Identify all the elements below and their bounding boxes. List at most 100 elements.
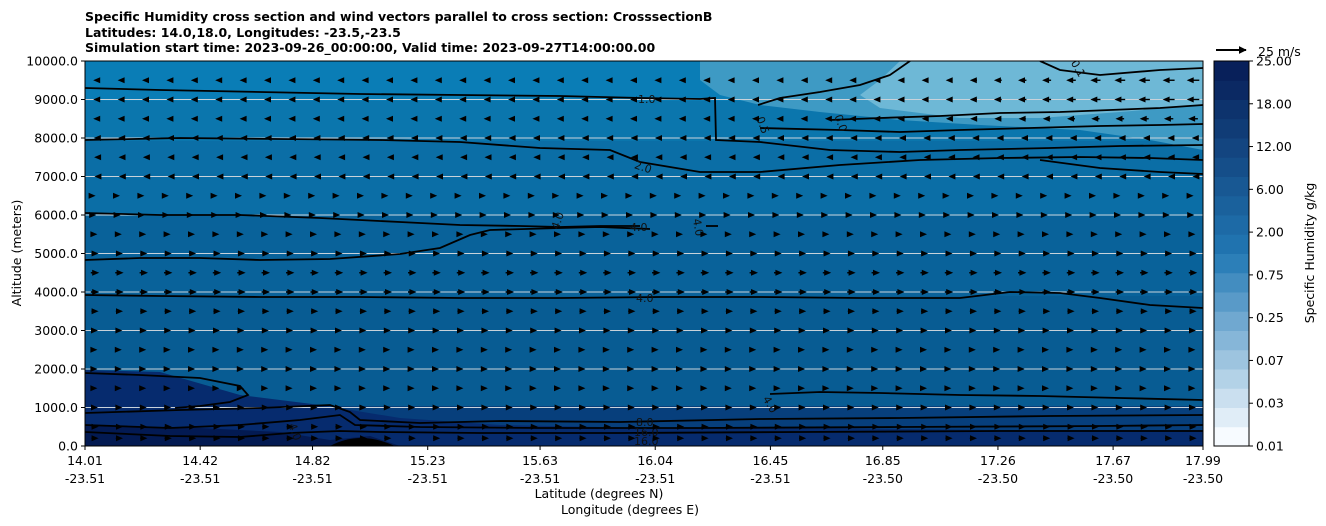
wind-vector	[1137, 192, 1145, 199]
wind-vector	[530, 327, 538, 334]
wind-vector	[602, 346, 610, 353]
wind-vector	[411, 135, 418, 141]
wind-vector	[1165, 250, 1173, 257]
wind-vector	[1090, 96, 1098, 103]
wind-vector	[215, 135, 223, 141]
wind-vector	[578, 231, 586, 238]
wind-vector	[483, 77, 491, 84]
wind-vector	[774, 327, 782, 334]
wind-vector	[655, 173, 663, 180]
wind-vector	[726, 308, 733, 315]
wind-vector	[215, 96, 223, 103]
wind-vector	[897, 269, 905, 276]
wind-vector	[117, 115, 125, 122]
wind-vector	[993, 77, 1001, 84]
wind-vector	[1116, 423, 1124, 430]
wind-vector	[895, 385, 903, 392]
wind-vector	[628, 308, 636, 315]
wind-vector	[460, 173, 468, 180]
wind-vector	[210, 192, 218, 199]
wind-vector	[1190, 289, 1198, 295]
x-tick-label-lon: -23.51	[65, 471, 105, 486]
wind-vector	[213, 423, 221, 430]
wind-vector	[554, 327, 562, 334]
wind-vector	[1043, 269, 1051, 276]
wind-vector	[92, 289, 100, 295]
wind-vector	[238, 423, 245, 430]
wind-vector	[579, 404, 586, 411]
wind-vector	[920, 366, 927, 372]
wind-vector	[630, 154, 638, 161]
wind-vector	[655, 154, 663, 161]
wind-vector	[556, 96, 564, 103]
wind-vector	[627, 327, 635, 334]
wind-vector	[188, 366, 195, 372]
wind-vector	[336, 269, 344, 276]
wind-vector	[750, 423, 758, 430]
wind-vector	[970, 115, 978, 122]
wind-vector	[1143, 135, 1150, 141]
wind-vector	[118, 173, 126, 180]
wind-vector	[1092, 308, 1099, 315]
wind-vector	[726, 269, 734, 276]
wind-vector	[944, 231, 952, 238]
wind-vector	[993, 404, 1001, 411]
wind-vector	[261, 327, 269, 334]
colorbar-tick-label: 0.75	[1256, 267, 1284, 282]
x-axis-label-lon: Longitude (degrees E)	[561, 502, 699, 517]
wind-vector	[456, 385, 464, 392]
wind-vector	[259, 192, 267, 199]
wind-vector	[310, 327, 318, 334]
wind-vector	[1187, 212, 1195, 218]
wind-vector	[1163, 115, 1171, 122]
wind-vector	[606, 173, 614, 180]
wind-vector	[481, 404, 489, 411]
wind-vector	[94, 154, 102, 161]
wind-vector	[945, 250, 953, 257]
wind-vector	[655, 135, 662, 141]
wind-vector	[1143, 154, 1151, 161]
wind-vector	[896, 435, 904, 442]
wind-vector	[578, 346, 586, 353]
wind-vector	[213, 435, 221, 442]
wind-vector	[1042, 115, 1050, 122]
wind-vector	[483, 115, 491, 122]
wind-vector	[943, 212, 951, 218]
wind-vector	[90, 231, 98, 238]
wind-vector	[994, 435, 1002, 442]
wind-vector	[142, 77, 149, 84]
wind-vector	[508, 77, 515, 84]
wind-vector	[335, 404, 342, 411]
wind-vector	[310, 404, 318, 411]
y-tick-label: 5000.0	[34, 246, 78, 261]
wind-vector	[335, 423, 343, 430]
wind-vector	[457, 327, 464, 334]
wind-vector	[260, 212, 267, 218]
wind-vector	[874, 135, 882, 141]
wind-vector	[894, 212, 902, 218]
wind-vector	[749, 366, 757, 372]
wind-vector	[530, 308, 538, 315]
wind-vector	[771, 192, 779, 199]
wind-vector	[944, 346, 952, 353]
wind-vector	[753, 173, 761, 180]
wind-vector	[897, 77, 905, 84]
wind-vector	[1164, 366, 1171, 372]
wind-vector	[679, 154, 687, 161]
wind-vector	[996, 135, 1004, 141]
wind-vector	[897, 96, 905, 103]
wind-vector	[1114, 212, 1121, 218]
wind-vector	[604, 423, 611, 430]
x-tick-label-lon: -23.51	[635, 471, 675, 486]
wind-vector	[263, 289, 270, 295]
wind-vector	[1113, 192, 1121, 199]
wind-vector	[921, 289, 929, 295]
quiver-key-label: 25 m/s	[1258, 44, 1301, 59]
wind-vector	[1192, 154, 1200, 161]
wind-vector	[506, 423, 514, 430]
wind-vector	[896, 327, 904, 334]
wind-vector	[875, 173, 883, 180]
wind-vector	[164, 327, 172, 334]
wind-vector	[456, 346, 464, 353]
wind-vector	[604, 308, 611, 315]
